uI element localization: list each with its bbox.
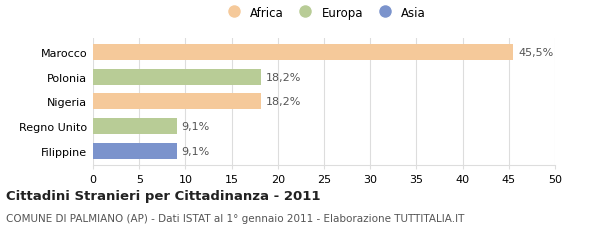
Text: 9,1%: 9,1% bbox=[182, 122, 210, 131]
Text: 18,2%: 18,2% bbox=[266, 72, 301, 82]
Text: 18,2%: 18,2% bbox=[266, 97, 301, 107]
Text: 45,5%: 45,5% bbox=[518, 48, 553, 58]
Legend: Africa, Europa, Asia: Africa, Europa, Asia bbox=[218, 3, 430, 23]
Text: 9,1%: 9,1% bbox=[182, 146, 210, 156]
Bar bbox=[93, 119, 177, 134]
Bar bbox=[93, 94, 261, 110]
Text: Cittadini Stranieri per Cittadinanza - 2011: Cittadini Stranieri per Cittadinanza - 2… bbox=[6, 189, 320, 202]
Bar bbox=[93, 69, 261, 85]
Bar bbox=[93, 45, 514, 61]
Bar bbox=[93, 143, 177, 159]
Text: COMUNE DI PALMIANO (AP) - Dati ISTAT al 1° gennaio 2011 - Elaborazione TUTTITALI: COMUNE DI PALMIANO (AP) - Dati ISTAT al … bbox=[6, 213, 464, 223]
